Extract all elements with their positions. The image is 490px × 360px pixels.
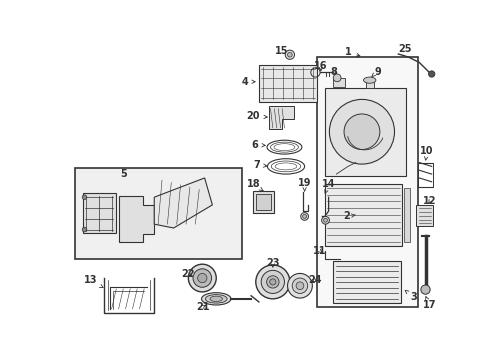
Circle shape	[429, 71, 435, 77]
Text: 19: 19	[298, 178, 311, 191]
Text: 7: 7	[253, 160, 267, 170]
Bar	[416, 205, 433, 226]
Bar	[333, 261, 401, 303]
Polygon shape	[154, 178, 212, 228]
Polygon shape	[269, 106, 294, 130]
Bar	[259, 65, 317, 102]
Circle shape	[323, 219, 327, 222]
Text: 16: 16	[314, 61, 328, 71]
Text: 23: 23	[266, 258, 280, 267]
Text: 9: 9	[371, 67, 381, 77]
Text: 5: 5	[120, 169, 126, 179]
Text: 1: 1	[344, 48, 360, 58]
Text: 11: 11	[313, 246, 327, 256]
Bar	[317, 57, 418, 307]
Text: 10: 10	[420, 146, 434, 160]
Text: 12: 12	[423, 196, 437, 206]
Circle shape	[193, 269, 212, 287]
Text: 14: 14	[322, 179, 335, 193]
Circle shape	[188, 264, 216, 292]
Text: 3: 3	[405, 290, 417, 302]
Bar	[325, 184, 402, 246]
Bar	[325, 88, 406, 176]
Bar	[256, 194, 271, 210]
Text: 22: 22	[181, 269, 195, 279]
Polygon shape	[120, 195, 154, 242]
Text: 8: 8	[331, 67, 338, 77]
Text: 4: 4	[242, 77, 255, 87]
Bar	[366, 80, 373, 88]
Circle shape	[261, 270, 285, 293]
Circle shape	[333, 74, 341, 82]
Circle shape	[285, 50, 294, 59]
Circle shape	[256, 265, 290, 299]
Circle shape	[329, 99, 394, 164]
Circle shape	[82, 227, 87, 232]
Text: 25: 25	[398, 44, 411, 54]
Circle shape	[344, 114, 380, 149]
Circle shape	[421, 285, 430, 294]
Circle shape	[301, 213, 309, 220]
Text: 24: 24	[308, 275, 321, 285]
Ellipse shape	[201, 293, 231, 305]
Ellipse shape	[364, 77, 376, 83]
Text: 13: 13	[84, 275, 103, 288]
Text: 17: 17	[422, 297, 436, 310]
Circle shape	[270, 279, 276, 285]
Circle shape	[296, 282, 304, 289]
Circle shape	[321, 216, 329, 224]
Ellipse shape	[205, 294, 227, 303]
Text: 20: 20	[246, 111, 267, 121]
Circle shape	[267, 276, 279, 288]
Bar	[253, 191, 274, 213]
Ellipse shape	[210, 296, 222, 302]
Circle shape	[197, 274, 207, 283]
Text: 15: 15	[275, 46, 289, 56]
Bar	[333, 78, 345, 87]
Circle shape	[292, 278, 308, 293]
Text: 21: 21	[196, 302, 210, 311]
Bar	[404, 188, 410, 242]
Circle shape	[288, 274, 312, 298]
Text: 18: 18	[246, 179, 263, 191]
Text: 6: 6	[252, 140, 265, 150]
Circle shape	[82, 195, 87, 199]
Circle shape	[303, 215, 307, 219]
Text: 2: 2	[343, 211, 355, 221]
Circle shape	[288, 53, 292, 57]
Bar	[83, 193, 116, 233]
Bar	[75, 168, 242, 259]
